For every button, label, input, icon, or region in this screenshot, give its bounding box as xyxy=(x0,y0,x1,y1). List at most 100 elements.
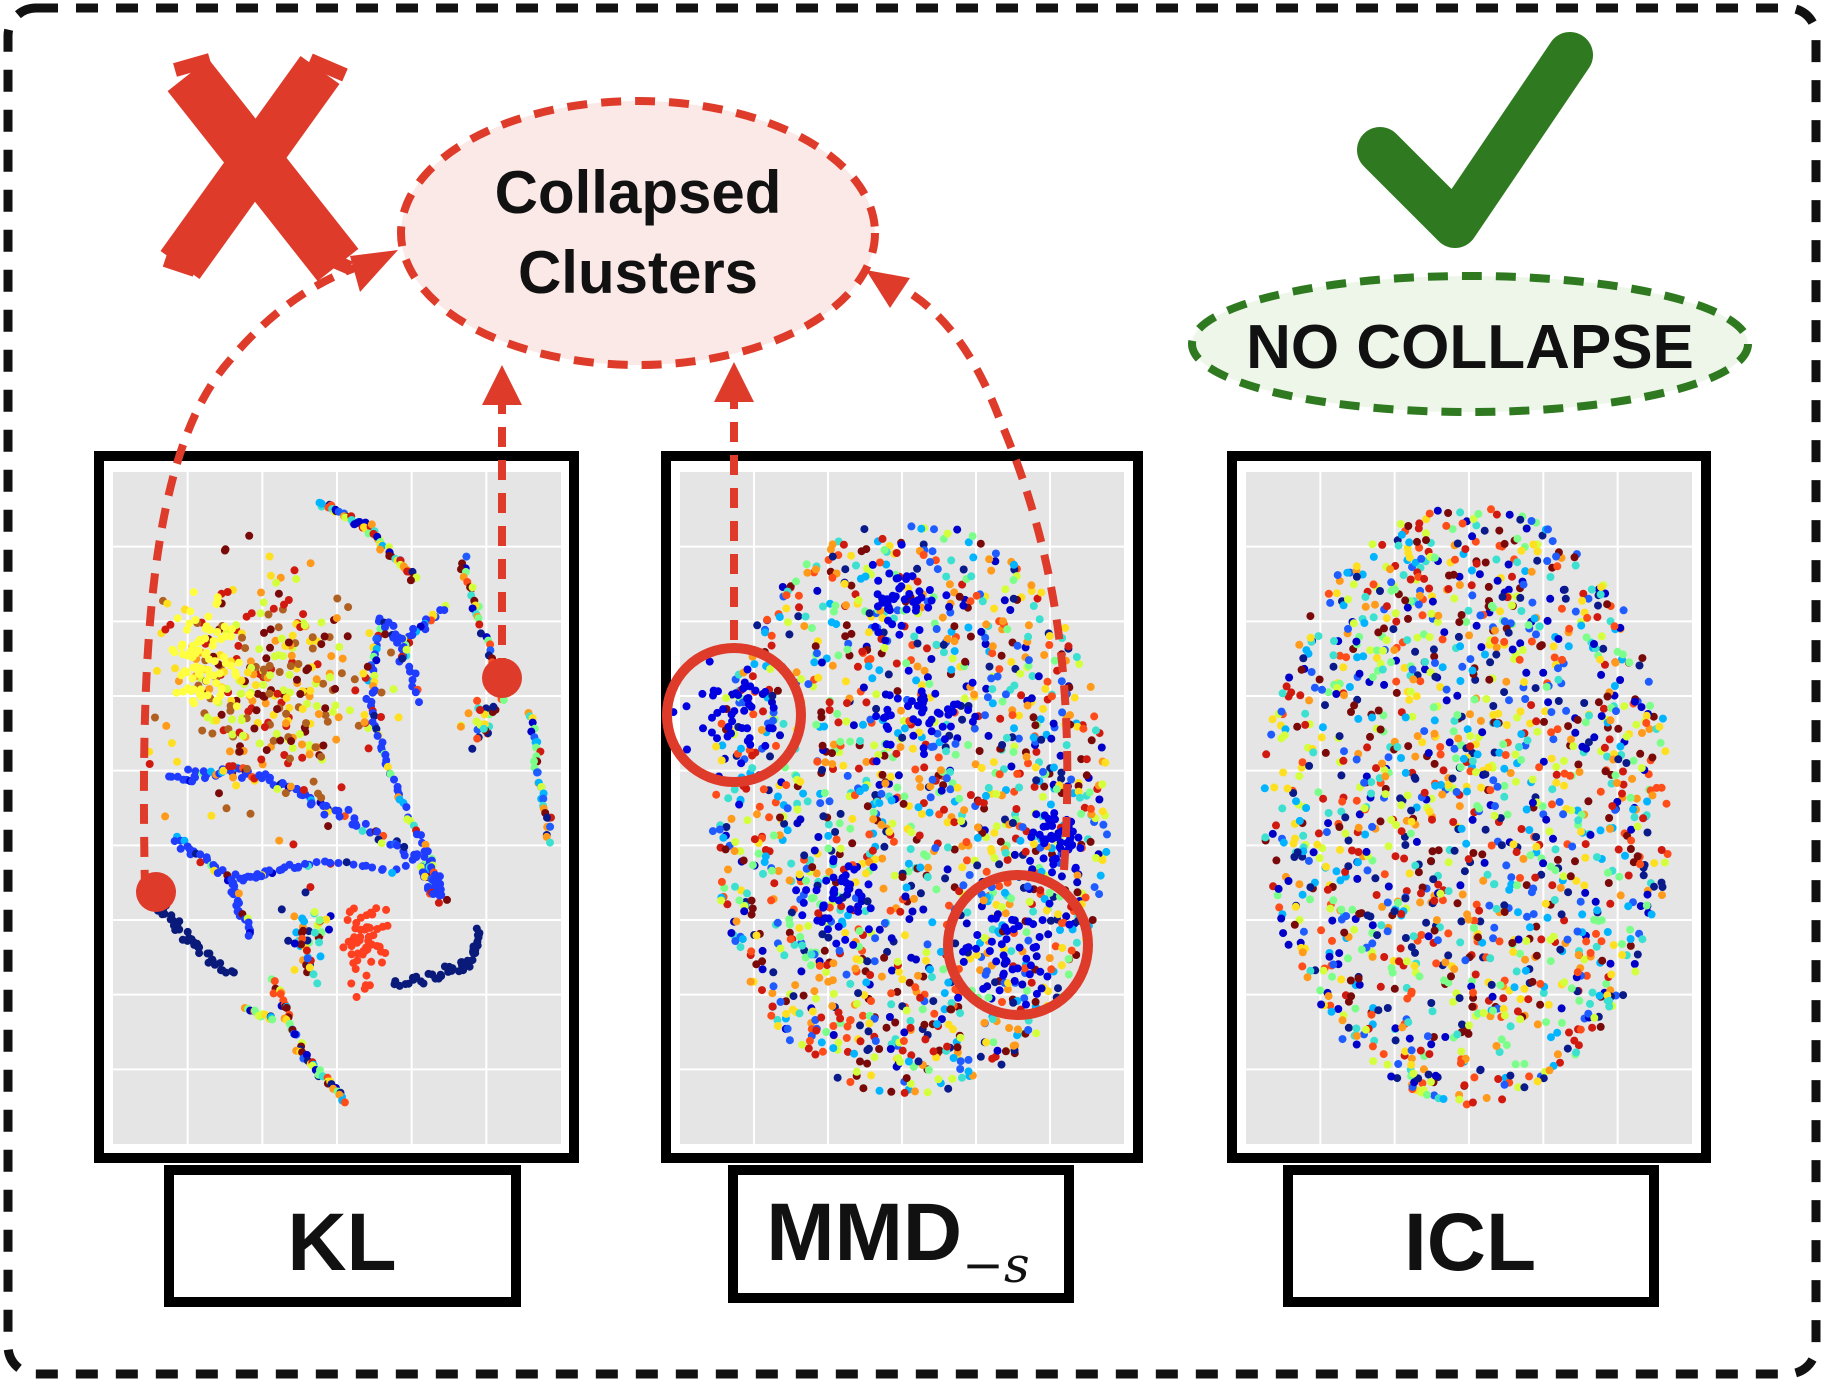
scatter-point xyxy=(877,972,886,981)
scatter-point xyxy=(1402,957,1411,966)
scatter-point xyxy=(882,1023,891,1032)
scatter-point xyxy=(896,743,905,752)
scatter-point xyxy=(1280,731,1289,740)
scatter-point xyxy=(1499,740,1508,749)
scatter-point xyxy=(982,967,991,976)
scatter-point xyxy=(1404,549,1413,558)
scatter-point xyxy=(1456,642,1465,651)
scatter-point xyxy=(351,938,360,947)
scatter-point xyxy=(1377,921,1386,930)
scatter-point xyxy=(1502,677,1511,686)
scatter-point xyxy=(918,1005,927,1014)
scatter-point xyxy=(261,699,270,708)
scatter-point xyxy=(1549,642,1558,651)
scatter-point xyxy=(886,711,895,720)
scatter-point xyxy=(987,674,996,683)
scatter-point xyxy=(1660,858,1669,867)
scatter-point xyxy=(1424,749,1433,757)
scatter-point xyxy=(1568,842,1577,851)
scatter-point xyxy=(977,627,986,636)
scatter-point xyxy=(1453,539,1462,548)
scatter-point xyxy=(735,800,744,809)
scatter-point xyxy=(471,949,480,958)
scatter-point xyxy=(1531,873,1540,882)
scatter-point xyxy=(939,640,948,649)
scatter-point xyxy=(1626,925,1635,934)
scatter-point xyxy=(908,744,917,753)
scatter-point xyxy=(1344,954,1352,963)
scatter-point xyxy=(1632,720,1641,729)
scatter-point xyxy=(372,634,381,643)
scatter-point xyxy=(851,964,860,973)
scatter-point xyxy=(1342,653,1351,662)
scatter-point xyxy=(306,559,315,568)
scatter-point xyxy=(1602,979,1611,988)
scatter-point xyxy=(1409,932,1418,941)
scatter-point xyxy=(730,785,739,794)
scatter-point xyxy=(1367,1010,1376,1019)
scatter-point xyxy=(1596,826,1605,835)
scatter-point xyxy=(796,815,805,824)
scatter-point xyxy=(1374,628,1383,637)
scatter-point xyxy=(217,684,226,693)
scatter-point xyxy=(1299,831,1308,840)
scatter-point xyxy=(1274,884,1283,893)
scatter-point xyxy=(813,757,822,766)
scatter-point xyxy=(196,850,205,859)
scatter-point xyxy=(722,823,731,831)
scatter-point xyxy=(369,931,378,940)
scatter-point xyxy=(1461,545,1470,554)
scatter-point xyxy=(996,837,1005,846)
scatter-point xyxy=(1368,939,1377,948)
scatter-point xyxy=(775,831,784,840)
scatter-point xyxy=(911,1087,919,1096)
scatter-point xyxy=(1618,951,1627,959)
scatter-point xyxy=(953,783,962,792)
scatter-point xyxy=(1438,896,1447,905)
scatter-point xyxy=(730,847,739,856)
scatter-point xyxy=(859,1011,867,1020)
scatter-point xyxy=(825,797,834,806)
scatter-point xyxy=(901,931,909,940)
scatter-point xyxy=(1074,782,1083,790)
scatter-point xyxy=(927,973,936,982)
scatter-point xyxy=(761,628,769,637)
scatter-point xyxy=(1041,684,1050,693)
scatter-point xyxy=(737,759,746,768)
scatter-point xyxy=(1348,846,1356,855)
scatter-point xyxy=(337,783,346,792)
scatter-point xyxy=(479,724,488,733)
scatter-point xyxy=(885,827,894,836)
scatter-point xyxy=(724,722,733,731)
scatter-point xyxy=(1547,708,1556,717)
scatter-point xyxy=(953,525,962,534)
scatter-point xyxy=(980,1018,989,1027)
scatter-point xyxy=(182,668,191,677)
scatter-point xyxy=(1352,572,1361,581)
scatter-point xyxy=(761,687,770,696)
scatter-point xyxy=(892,749,901,758)
scatter-point xyxy=(1001,848,1010,857)
scatter-point xyxy=(769,716,777,725)
scatter-point xyxy=(1039,792,1047,801)
scatter-point xyxy=(1527,701,1536,710)
scatter-point xyxy=(1449,818,1458,826)
scatter-point xyxy=(420,872,429,881)
scatter-point xyxy=(1457,824,1466,833)
scatter-point xyxy=(1066,842,1075,850)
scatter-point xyxy=(889,837,898,846)
scatter-point xyxy=(1570,553,1579,562)
scatter-point xyxy=(905,590,914,598)
scatter-point xyxy=(818,1047,827,1056)
scatter-point xyxy=(244,931,253,940)
scatter-point xyxy=(958,1073,966,1082)
scatter-point xyxy=(413,850,422,859)
scatter-point xyxy=(1458,890,1467,899)
scatter-point xyxy=(844,862,853,871)
scatter-point xyxy=(1454,632,1463,641)
scatter-point xyxy=(273,785,282,793)
scatter-point xyxy=(880,953,889,962)
scatter-point xyxy=(902,605,911,614)
scatter-point xyxy=(219,653,228,662)
scatter-point xyxy=(712,742,720,751)
